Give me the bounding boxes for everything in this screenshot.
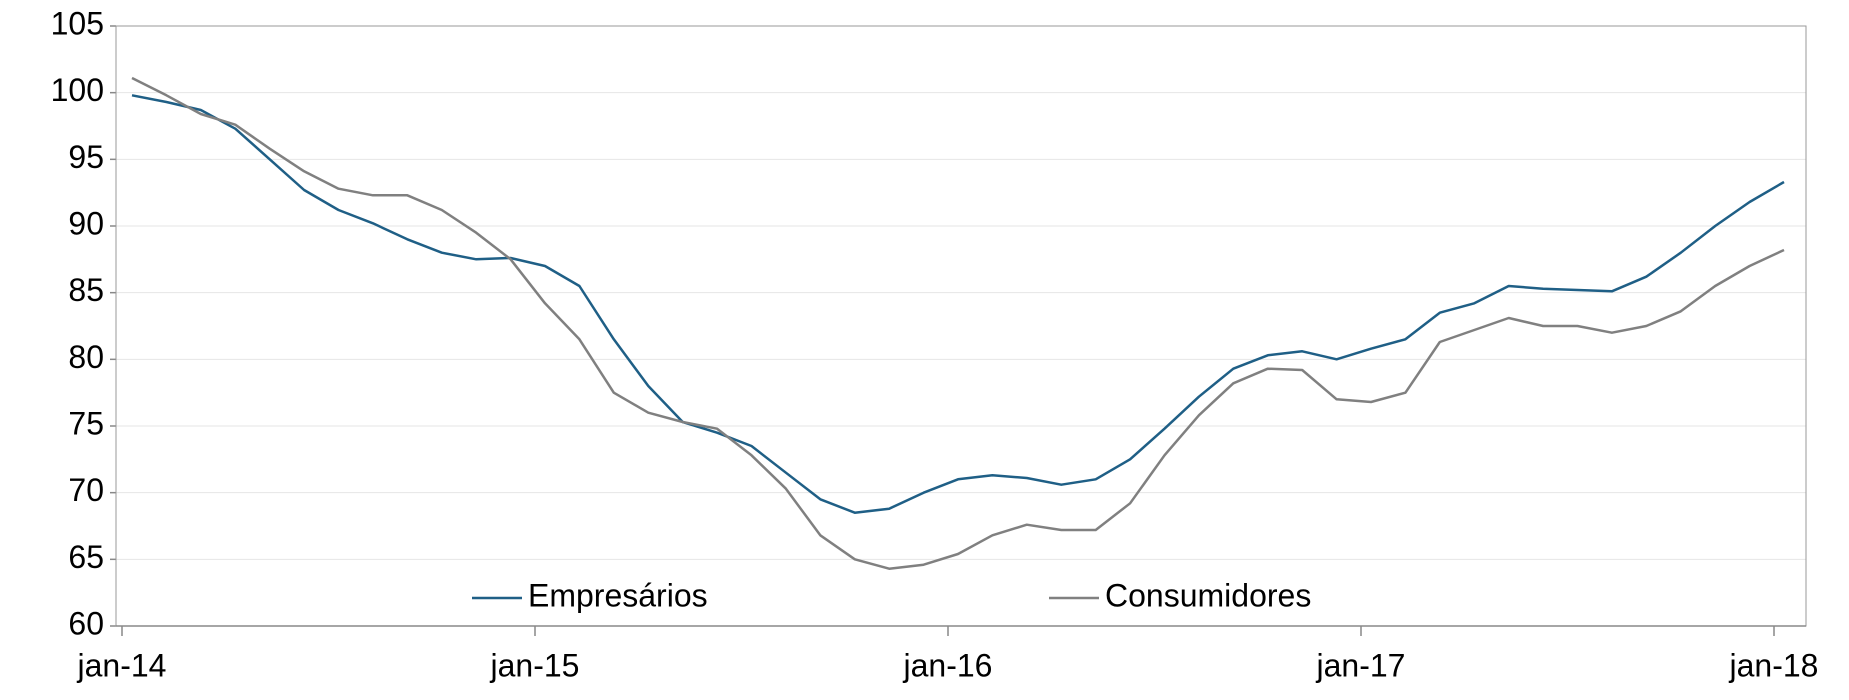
x-tick-label: jan-14 — [77, 647, 167, 683]
x-tick-label: jan-15 — [490, 647, 580, 683]
y-tick-label: 70 — [68, 472, 104, 508]
series-line — [131, 76, 1785, 570]
y-tick-label: 85 — [68, 272, 104, 308]
y-tick-label: 60 — [68, 605, 104, 641]
series-line — [131, 94, 1785, 514]
y-tick-label: 65 — [68, 539, 104, 575]
y-tick-label: 80 — [68, 339, 104, 375]
x-tick-label: jan-16 — [903, 647, 993, 683]
legend-label: Consumidores — [1105, 577, 1311, 613]
y-tick-label: 100 — [51, 72, 104, 108]
y-tick-label: 90 — [68, 205, 104, 241]
x-tick-label: jan-17 — [1316, 647, 1406, 683]
y-tick-label: 75 — [68, 405, 104, 441]
x-tick-label: jan-18 — [1729, 647, 1819, 683]
y-tick-label: 95 — [68, 139, 104, 175]
legend-label: Empresários — [528, 577, 708, 613]
y-tick-label: 105 — [51, 5, 104, 41]
